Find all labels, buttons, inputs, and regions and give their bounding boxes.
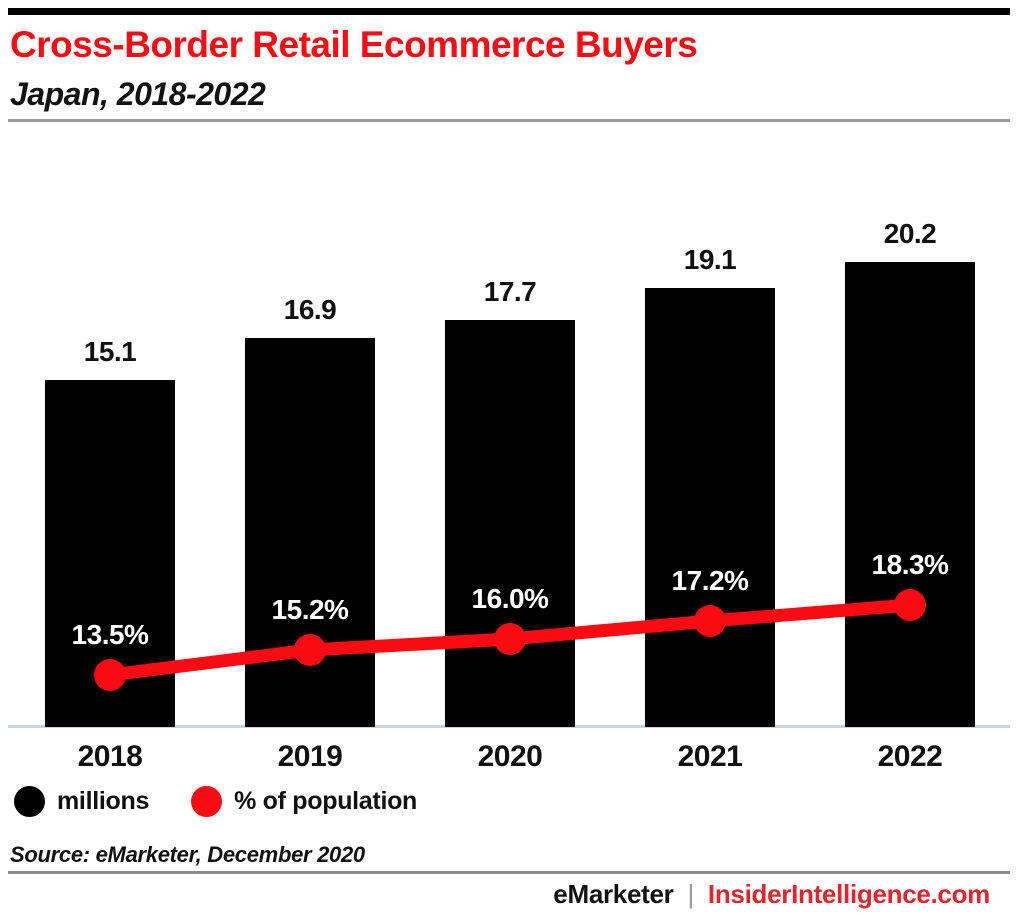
legend-label: millions [57, 787, 150, 815]
x-axis-label: 2020 [477, 740, 543, 773]
bar [445, 320, 575, 727]
bar-value-label: 15.1 [83, 336, 137, 367]
footer-separator: | [687, 879, 694, 909]
x-axis-label: 2019 [277, 740, 343, 773]
pct-label: 17.2% [671, 565, 749, 596]
footer-link-insiderintelligence[interactable]: InsiderIntelligence.com [707, 879, 990, 909]
bar [245, 338, 375, 727]
pct-label: 18.3% [871, 549, 949, 580]
pct-label: 16.0% [471, 583, 549, 614]
header-divider [8, 119, 1010, 122]
legend-label: % of population [234, 787, 418, 815]
legend-item: millions [14, 786, 149, 817]
source-note: Source: eMarketer, December 2020 [10, 842, 365, 867]
bar-value-label: 20.2 [883, 218, 937, 249]
page-title: Cross-Border Retail Ecommerce Buyers [10, 24, 698, 65]
x-axis-label: 2021 [677, 740, 743, 773]
bar-value-label: 17.7 [483, 276, 537, 307]
pct-label: 13.5% [71, 619, 149, 650]
bar-value-label: 19.1 [683, 244, 737, 275]
bar [45, 380, 175, 727]
footer-brand-emarketer: eMarketer [553, 879, 674, 909]
legend-dot-icon [191, 786, 223, 817]
page-subtitle: Japan, 2018-2022 [10, 76, 266, 112]
pct-label: 15.2% [271, 594, 349, 625]
legend-item: % of population [191, 786, 417, 817]
x-axis-label: 2018 [77, 740, 143, 773]
top-accent-rule [8, 8, 1010, 15]
footer: eMarketer | InsiderIntelligence.com [553, 879, 990, 910]
footer-divider [8, 871, 1010, 874]
chart-legend: millions % of population [14, 786, 417, 817]
legend-dot-icon [14, 786, 45, 817]
x-axis-label: 2022 [877, 740, 943, 773]
bar-value-label: 16.9 [283, 294, 337, 325]
bar [645, 288, 775, 727]
bar [845, 262, 975, 727]
